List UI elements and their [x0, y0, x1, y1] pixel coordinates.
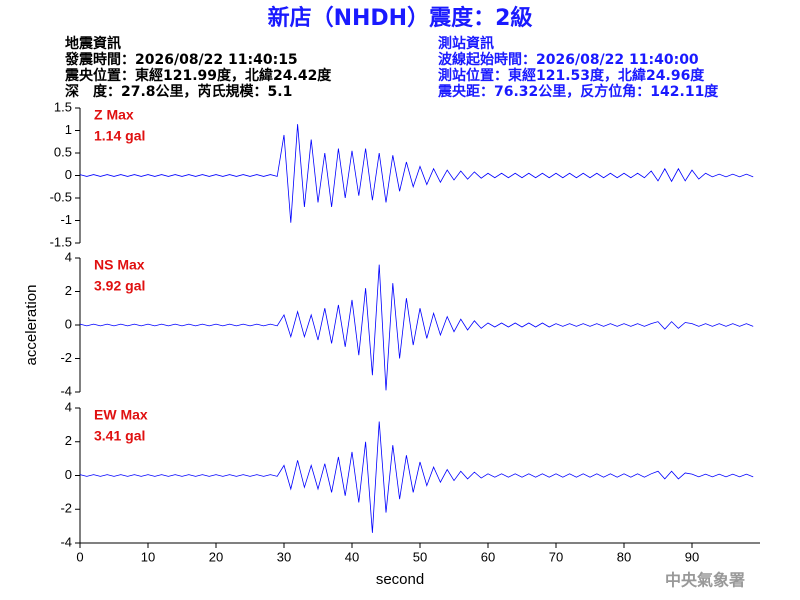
- info-left: 震央位置：東經121.99度，北緯24.42度: [64, 67, 332, 84]
- footer: 中央氣象署: [665, 571, 745, 590]
- waveform: [79, 264, 754, 391]
- x-tick-label: 40: [345, 549, 359, 564]
- y-tick-label: -1: [60, 212, 72, 227]
- y-tick-label: 2: [65, 433, 72, 448]
- y-tick-label: 1: [65, 122, 72, 137]
- x-tick-label: 30: [277, 549, 291, 564]
- waveform: [79, 124, 754, 223]
- y-tick-label: -2: [60, 501, 72, 516]
- y-tick-label: 0: [65, 467, 72, 482]
- x-axis-label: second: [376, 571, 424, 588]
- max-label: EW Max: [94, 407, 148, 423]
- y-tick-label: 0: [65, 167, 72, 182]
- y-tick-label: -4: [60, 383, 72, 398]
- max-value: 3.92 gal: [94, 278, 145, 294]
- x-tick-label: 70: [549, 549, 563, 564]
- y-tick-label: -0.5: [50, 189, 72, 204]
- x-tick-label: 10: [141, 549, 155, 564]
- y-tick-label: -2: [60, 350, 72, 365]
- x-tick-label: 90: [685, 549, 699, 564]
- y-tick-label: 4: [65, 399, 72, 414]
- max-value: 1.14 gal: [94, 128, 145, 144]
- y-tick-label: 2: [65, 283, 72, 298]
- y-tick-label: 1.5: [54, 99, 72, 114]
- x-tick-label: 80: [617, 549, 631, 564]
- max-label: NS Max: [94, 257, 145, 273]
- y-tick-label: -1.5: [50, 234, 72, 249]
- x-tick-label: 0: [76, 549, 83, 564]
- info-right: 震央距：76.32公里，反方位角：142.11度: [437, 83, 719, 100]
- max-value: 3.41 gal: [94, 428, 145, 444]
- info-right: 測站資訊: [438, 35, 494, 52]
- info-right: 測站位置：東經121.53度，北緯24.96度: [438, 67, 705, 84]
- info-left: 深 度：27.8公里，芮氏規模：5.1: [65, 83, 292, 100]
- title: 新店（NHDH）震度：2級: [268, 5, 533, 31]
- y-tick-label: 0: [65, 316, 72, 331]
- info-left: 發震時間：2026/08/22 11:40:15: [64, 51, 298, 68]
- x-tick-label: 50: [413, 549, 427, 564]
- x-tick-label: 60: [481, 549, 495, 564]
- y-tick-label: 0.5: [54, 144, 72, 159]
- max-label: Z Max: [94, 107, 134, 123]
- waveform: [79, 421, 754, 533]
- x-tick-label: 20: [209, 549, 223, 564]
- info-right: 波線起始時間：2026/08/22 11:40:00: [438, 51, 699, 68]
- y-axis-label: acceleration: [23, 285, 40, 366]
- y-tick-label: -4: [60, 534, 72, 549]
- info-left: 地震資訊: [65, 35, 121, 52]
- y-tick-label: 4: [65, 249, 72, 264]
